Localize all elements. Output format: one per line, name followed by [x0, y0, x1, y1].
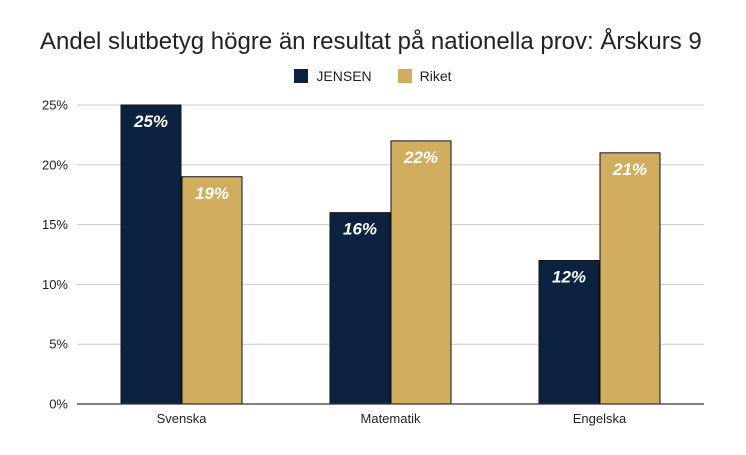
bar: [120, 104, 182, 405]
data-label: 21%: [612, 160, 647, 179]
x-tick-label: Engelska: [573, 411, 627, 426]
chart-title: Andel slutbetyg högre än resultat på nat…: [40, 28, 702, 55]
legend-item-jensen: JENSEN: [294, 68, 372, 84]
y-tick-label: 15%: [42, 217, 68, 232]
data-label: 16%: [343, 220, 377, 239]
y-tick-label: 5%: [49, 337, 68, 352]
data-label: 19%: [195, 184, 229, 203]
data-label: 12%: [552, 267, 586, 286]
bar: [599, 152, 661, 405]
bar: [181, 176, 243, 405]
legend-swatch-riket: [397, 69, 412, 83]
y-tick-label: 0%: [49, 397, 68, 412]
y-tick-label: 10%: [42, 277, 68, 292]
y-tick-label: 20%: [42, 157, 68, 172]
legend-label-riket: Riket: [419, 68, 452, 84]
data-label: 25%: [133, 112, 168, 131]
data-label: 22%: [403, 148, 438, 167]
x-tick-label: Svenska: [157, 411, 208, 426]
bar: [538, 259, 600, 405]
bar: [329, 212, 391, 405]
y-tick-label: 25%: [42, 98, 68, 113]
legend-label-jensen: JENSEN: [316, 68, 372, 84]
x-tick-label: Matematik: [361, 411, 421, 426]
legend-item-riket: Riket: [397, 68, 452, 84]
bar: [390, 140, 452, 405]
legend: JENSEN Riket: [0, 68, 746, 84]
legend-swatch-jensen: [294, 69, 309, 83]
